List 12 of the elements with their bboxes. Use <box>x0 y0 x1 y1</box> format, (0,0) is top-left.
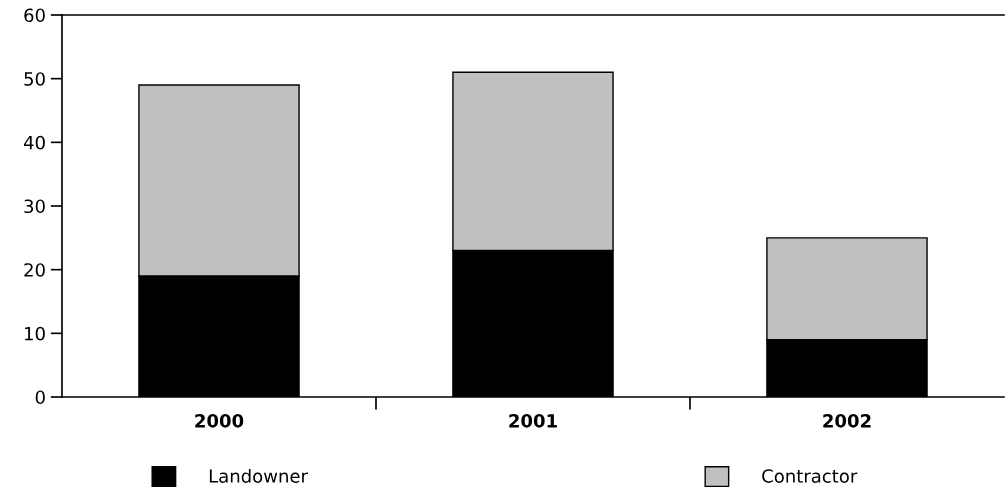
y-tick-label: 40 <box>23 135 45 150</box>
x-tick-label: 2000 <box>195 413 244 428</box>
y-tick-label: 50 <box>24 72 45 86</box>
x-tick-label: 2001 <box>509 413 557 428</box>
y-tick-label: 0 <box>35 390 45 405</box>
y-tick-label: 60 <box>24 8 45 23</box>
y-tick-label: 10 <box>25 326 45 341</box>
y-tick-label: 30 <box>24 199 45 214</box>
legend-label: Contractor <box>762 469 858 483</box>
legend-label: Landowner <box>209 468 308 483</box>
x-tick-label: 2002 <box>823 413 871 428</box>
y-tick-label: 20 <box>24 263 45 277</box>
